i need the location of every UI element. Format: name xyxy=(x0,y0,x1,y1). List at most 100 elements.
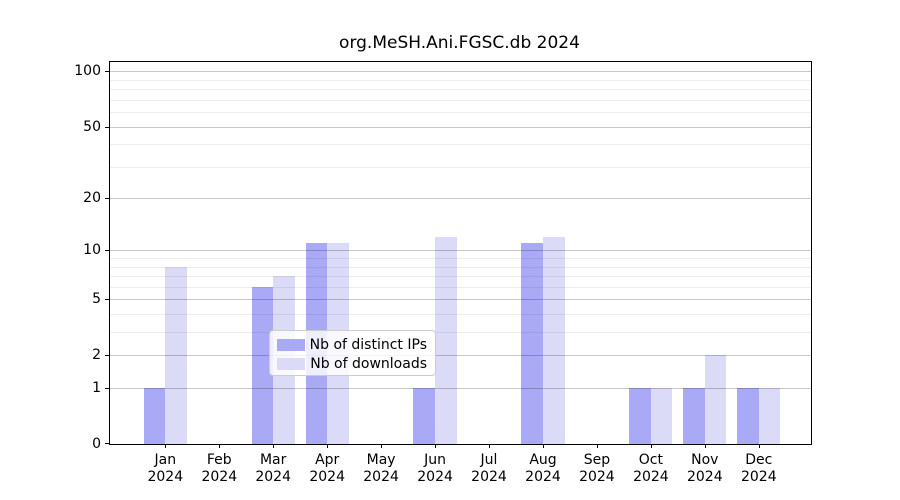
month-label: Nov xyxy=(691,452,719,468)
month-label: Sep xyxy=(583,452,611,468)
y-axis-tick-label: 0 xyxy=(92,436,101,452)
x-axis-tick xyxy=(219,444,221,448)
month-label: Oct xyxy=(638,452,663,468)
gridline-major xyxy=(110,126,811,128)
month-label: Feb xyxy=(206,452,232,468)
month-label: May xyxy=(366,452,396,468)
y-axis-tick-label: 2 xyxy=(92,347,101,364)
y-axis-tick-label: 50 xyxy=(83,118,101,135)
x-axis-tick xyxy=(381,444,383,448)
y-axis-tick xyxy=(105,355,109,357)
month-label: Dec xyxy=(745,452,773,468)
gridline-major xyxy=(110,250,811,252)
chart-title: org.MeSH.Ani.FGSC.db 2024 xyxy=(339,33,580,53)
year-label: 2024 xyxy=(417,469,453,485)
month-label: Jan xyxy=(154,452,177,468)
year-label: 2024 xyxy=(201,469,238,485)
x-axis-tick xyxy=(165,444,167,448)
bar-downloads-jan xyxy=(165,266,187,444)
legend-item-distinct-ips: Nb of distinct IPs xyxy=(277,336,427,354)
year-label: 2024 xyxy=(686,469,723,485)
year-label: 2024 xyxy=(471,469,507,485)
x-axis-tick-label: Jun 2024 xyxy=(403,452,467,486)
x-axis-tick xyxy=(327,444,329,448)
legend-swatch-distinct-ips xyxy=(277,339,305,351)
month-label: Apr xyxy=(315,452,340,468)
bar-downloads-jun xyxy=(435,236,457,444)
legend-item-downloads: Nb of downloads xyxy=(277,355,427,373)
gridline-minor xyxy=(110,276,811,278)
y-axis-tick xyxy=(105,71,109,73)
x-axis-tick xyxy=(489,444,490,448)
legend: Nb of distinct IPs Nb of downloads xyxy=(269,330,436,376)
x-axis-tick xyxy=(758,444,760,448)
bar-distinct-ips-mar xyxy=(251,286,274,444)
bar-distinct-ips-oct xyxy=(629,388,651,444)
gridline-minor xyxy=(110,89,811,91)
gridline-major xyxy=(110,198,811,200)
y-axis-tick-label: 1 xyxy=(92,380,101,396)
x-axis-tick-label: May 2024 xyxy=(349,452,413,486)
x-axis-tick xyxy=(704,444,706,448)
bar-downloads-aug xyxy=(542,236,565,444)
year-label: 2024 xyxy=(309,469,345,485)
x-axis-tick-label: Jan 2024 xyxy=(133,452,197,486)
x-axis-tick-label: Oct 2024 xyxy=(619,452,683,486)
bar-downloads-dec xyxy=(758,388,781,444)
gridline-minor xyxy=(110,266,811,268)
y-axis-tick xyxy=(105,299,109,301)
y-axis-tick xyxy=(105,388,109,389)
year-label: 2024 xyxy=(579,469,615,485)
x-axis-tick xyxy=(435,444,437,448)
y-axis-tick-label: 10 xyxy=(83,242,101,259)
gridline-minor xyxy=(110,258,811,259)
bar-distinct-ips-nov xyxy=(683,388,705,444)
month-label: Jul xyxy=(480,452,498,468)
legend-label-downloads: Nb of downloads xyxy=(310,356,427,372)
gridline-minor xyxy=(110,286,811,288)
bar-distinct-ips-dec xyxy=(737,388,759,444)
gridline-major xyxy=(110,71,811,73)
x-axis-tick-label: Dec 2024 xyxy=(727,452,791,486)
gridline-minor xyxy=(110,112,811,113)
gridline-minor xyxy=(110,144,811,146)
month-label: Aug xyxy=(529,452,557,468)
gridline-minor xyxy=(110,166,811,168)
bar-downloads-oct xyxy=(650,388,673,444)
year-label: 2024 xyxy=(633,469,669,485)
x-axis-tick-label: Feb 2024 xyxy=(187,452,251,486)
y-axis-tick xyxy=(105,126,109,128)
x-axis-tick xyxy=(543,444,544,448)
year-label: 2024 xyxy=(740,469,777,485)
y-axis-tick-label: 100 xyxy=(74,63,101,80)
gridline-minor xyxy=(110,314,811,315)
gridline-major xyxy=(110,299,811,301)
x-axis-tick-label: Nov 2024 xyxy=(673,452,737,486)
x-axis-tick-label: Jul 2024 xyxy=(457,452,521,486)
year-label: 2024 xyxy=(147,469,184,485)
year-label: 2024 xyxy=(363,469,399,485)
y-axis-tick xyxy=(105,198,109,200)
x-axis-tick-label: Sep 2024 xyxy=(565,452,629,486)
legend-swatch-downloads xyxy=(277,358,305,370)
y-axis-tick-label: 20 xyxy=(83,190,101,207)
bar-distinct-ips-aug xyxy=(521,243,543,444)
bar-downloads-nov xyxy=(704,355,727,444)
legend-label-distinct-ips: Nb of distinct IPs xyxy=(309,337,427,353)
gridline-minor xyxy=(110,99,811,101)
x-axis-tick xyxy=(650,444,652,448)
bar-distinct-ips-jan xyxy=(143,388,166,444)
x-axis-tick xyxy=(596,444,598,448)
y-axis-tick xyxy=(105,443,109,444)
gridline-minor xyxy=(110,332,811,333)
y-axis-tick xyxy=(105,250,109,252)
year-label: 2024 xyxy=(525,469,561,485)
y-axis-tick-label: 5 xyxy=(92,291,101,308)
gridline-minor xyxy=(110,79,811,81)
plot-area: 0 1 2 5 10 20 50 100 Jan 2024 Feb 2024 Mar 2024 Apr 202… xyxy=(74,61,812,485)
year-label: 2024 xyxy=(255,469,291,485)
x-axis-tick-label: Aug 2024 xyxy=(511,452,575,486)
month-label: Mar xyxy=(259,452,287,468)
month-label: Jun xyxy=(424,452,447,468)
